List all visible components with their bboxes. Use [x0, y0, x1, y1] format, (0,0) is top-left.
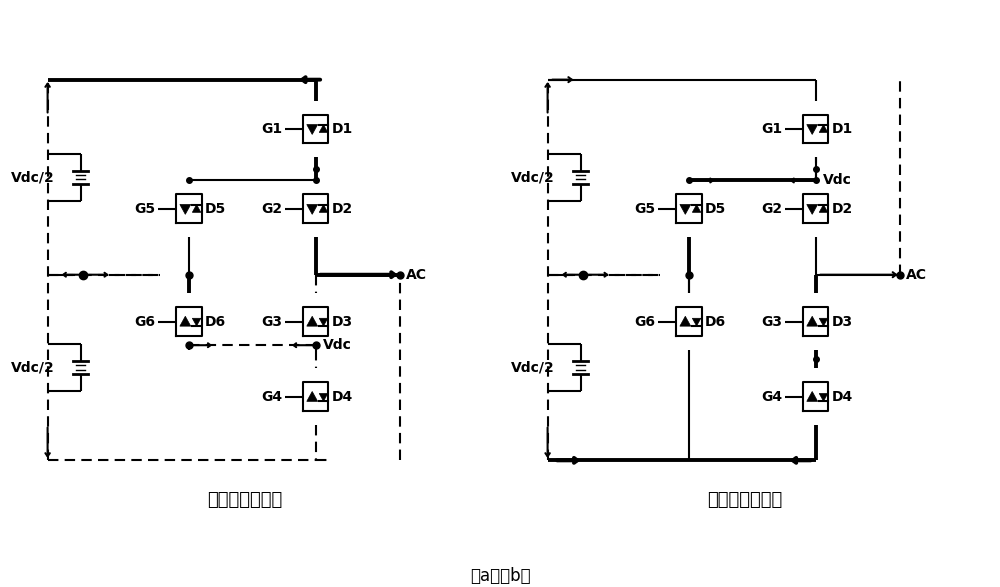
Text: AC: AC: [406, 268, 427, 282]
Text: D1: D1: [832, 122, 853, 136]
Polygon shape: [180, 316, 191, 326]
Text: G1: G1: [761, 122, 782, 136]
Polygon shape: [319, 205, 328, 212]
Polygon shape: [807, 124, 818, 134]
Text: D5: D5: [205, 202, 226, 216]
Text: D6: D6: [205, 315, 226, 329]
Text: D6: D6: [705, 315, 726, 329]
Polygon shape: [319, 125, 328, 133]
Text: Vdc: Vdc: [323, 338, 351, 352]
Text: G4: G4: [261, 390, 282, 404]
Polygon shape: [307, 316, 318, 326]
Polygon shape: [307, 124, 318, 134]
Polygon shape: [307, 204, 318, 214]
Text: G4: G4: [761, 390, 782, 404]
Polygon shape: [319, 318, 328, 326]
Polygon shape: [692, 205, 701, 212]
Text: D5: D5: [705, 202, 726, 216]
Polygon shape: [319, 393, 328, 401]
Text: D4: D4: [332, 390, 353, 404]
Text: G5: G5: [134, 202, 155, 216]
Polygon shape: [692, 318, 701, 326]
Text: Vdc/2: Vdc/2: [511, 360, 555, 375]
Polygon shape: [807, 316, 818, 326]
Text: Vdc/2: Vdc/2: [11, 170, 55, 184]
Text: G1: G1: [261, 122, 282, 136]
Text: D3: D3: [332, 315, 353, 329]
Text: G3: G3: [261, 315, 282, 329]
Text: G2: G2: [261, 202, 282, 216]
Text: （a）（b）: （a）（b）: [470, 567, 530, 585]
Polygon shape: [819, 318, 828, 326]
Text: G3: G3: [761, 315, 782, 329]
Polygon shape: [819, 125, 828, 133]
Polygon shape: [680, 204, 691, 214]
Text: AC: AC: [906, 268, 927, 282]
Text: D2: D2: [332, 202, 353, 216]
Text: 负电平有源箅位: 负电平有源箅位: [707, 491, 783, 510]
Text: D4: D4: [832, 390, 853, 404]
Text: D2: D2: [832, 202, 853, 216]
Text: D3: D3: [832, 315, 853, 329]
Text: Vdc/2: Vdc/2: [11, 360, 55, 375]
Text: Vdc: Vdc: [823, 174, 851, 187]
Polygon shape: [192, 205, 201, 212]
Text: 正电平有源箅位: 正电平有源箅位: [207, 491, 283, 510]
Text: Vdc/2: Vdc/2: [511, 170, 555, 184]
Text: D1: D1: [332, 122, 353, 136]
Polygon shape: [307, 392, 318, 402]
Text: G6: G6: [634, 315, 655, 329]
Polygon shape: [807, 204, 818, 214]
Polygon shape: [807, 392, 818, 402]
Polygon shape: [819, 393, 828, 401]
Polygon shape: [192, 318, 201, 326]
Polygon shape: [180, 204, 191, 214]
Text: G2: G2: [761, 202, 782, 216]
Polygon shape: [819, 205, 828, 212]
Text: G5: G5: [634, 202, 655, 216]
Text: G6: G6: [134, 315, 155, 329]
Polygon shape: [680, 316, 691, 326]
